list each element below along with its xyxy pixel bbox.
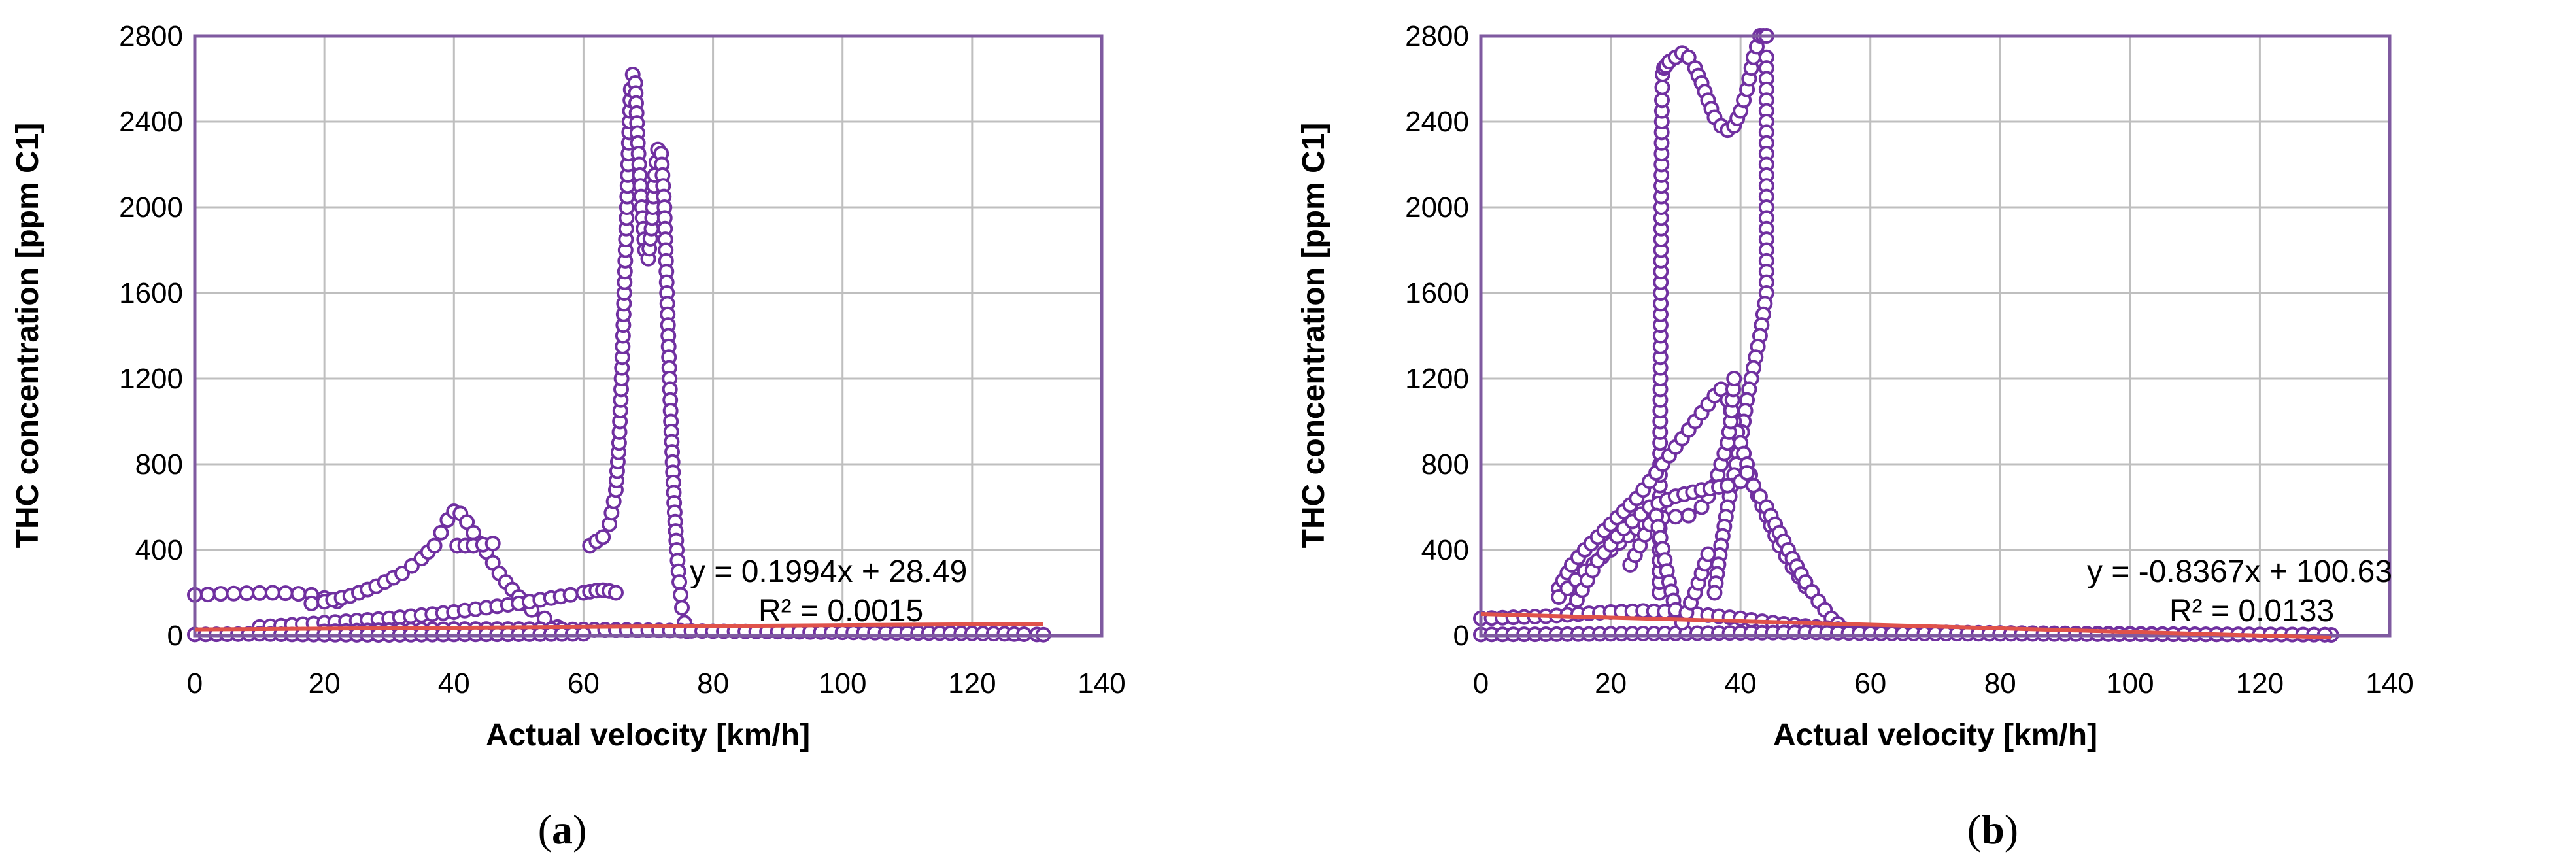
y-tick-label: 0 [167,620,183,652]
x-tick-label: 80 [1984,668,2016,700]
trendline-layer [1480,612,2331,639]
y-tick-label: 1600 [1405,277,1469,309]
r-squared: R² = 0.0133 [2169,594,2334,628]
data-point [671,574,688,590]
data-point [277,585,294,602]
x-tick-label: 0 [1473,668,1489,700]
panel-b: 0 400 800 1200 1600 2000 2400 2800 0 20 40 60 80 100… [1288,0,2576,867]
trend-equation: y = -0.8367x + 100.63 [2087,554,2392,589]
y-tick-label: 2800 [119,20,183,52]
y-tick-labels: 0 400 800 1200 1600 2000 2400 2800 [119,20,183,652]
x-tick-label: 60 [568,668,600,700]
trend-equation: y = 0.1994x + 28.49 [690,554,967,589]
x-tick-label: 120 [2236,668,2284,700]
y-tick-label: 2000 [119,192,183,224]
x-tick-label: 140 [2365,668,2413,700]
x-tick-label: 140 [1077,668,1125,700]
y-tick-label: 400 [135,534,183,566]
data-point [239,585,255,602]
y-axis-title: THC concentration [ppm C1] [10,123,45,549]
x-tick-label: 100 [2106,668,2154,700]
panel-caption: (a) [538,806,587,853]
data-point [562,586,579,603]
y-axis-title: THC concentration [ppm C1] [1296,123,1331,549]
panel-caption-letter: b [1981,806,2005,853]
y-tick-label: 1200 [119,363,183,395]
r-squared: R² = 0.0015 [758,594,923,628]
y-tick-label: 0 [1453,620,1469,652]
data-point [199,586,216,603]
plot-frame [1479,34,2392,638]
grid-lines [194,35,1103,637]
data-point [226,585,242,602]
data-point [1720,477,1736,494]
data-point [673,586,689,603]
data-point [595,529,611,545]
data-point [1654,92,1670,109]
chart-a: 0 400 800 1200 1600 2000 2400 2800 0 20 40 60 80 100… [10,20,1126,853]
x-tick-labels: 0 20 40 60 80 100 120 140 [1473,668,2414,700]
data-point [1667,509,1684,525]
y-tick-label: 2800 [1405,20,1469,52]
y-tick-labels: 0 400 800 1200 1600 2000 2400 2800 [1405,20,1469,652]
data-point [674,600,690,616]
y-tick-label: 400 [1421,534,1469,566]
data-point [484,536,501,552]
data-point [575,626,592,642]
y-tick-label: 2400 [1405,106,1469,138]
data-point [1700,546,1716,562]
x-tick-label: 120 [948,668,996,700]
data-point [303,595,320,611]
data-point [607,585,624,601]
data-point [252,585,268,601]
data-point [290,586,307,602]
trendline [194,622,1043,632]
data-point [433,524,449,541]
x-tick-label: 60 [1854,668,1886,700]
y-tick-label: 2000 [1405,192,1469,224]
data-point [1680,507,1697,524]
x-tick-label: 80 [697,668,729,700]
y-tick-label: 1600 [119,277,183,309]
trendline [1480,612,2331,639]
trendline-layer [194,622,1043,632]
panel-caption-letter: a [552,806,573,853]
x-tick-label: 20 [1595,668,1627,700]
y-tick-label: 1200 [1405,363,1469,395]
chart-b: 0 400 800 1200 1600 2000 2400 2800 0 20 40 60 80 100… [1296,20,2414,853]
data-point [1739,465,1755,481]
x-axis-title: Actual velocity [km/h] [486,718,810,753]
data-point [264,585,280,601]
y-tick-label: 800 [1421,449,1469,481]
data-point [1726,371,1742,386]
x-tick-label: 0 [187,668,203,700]
data-point [1706,585,1723,601]
data-point [426,537,443,554]
plot-frame [193,34,1104,638]
data-point [212,586,229,602]
x-tick-label: 100 [819,668,866,700]
y-tick-label: 2400 [119,106,183,138]
x-tick-labels: 0 20 40 60 80 100 120 140 [187,668,1126,700]
data-point [1654,79,1670,95]
x-axis-title: Actual velocity [km/h] [1773,718,2097,753]
x-tick-label: 20 [309,668,341,700]
panel-a: 0 400 800 1200 1600 2000 2400 2800 0 20 40 60 80 100… [10,20,1126,853]
panel-caption: (b) [1967,806,2018,853]
y-tick-label: 800 [135,449,183,481]
x-tick-label: 40 [1725,668,1757,700]
x-tick-label: 40 [438,668,470,700]
